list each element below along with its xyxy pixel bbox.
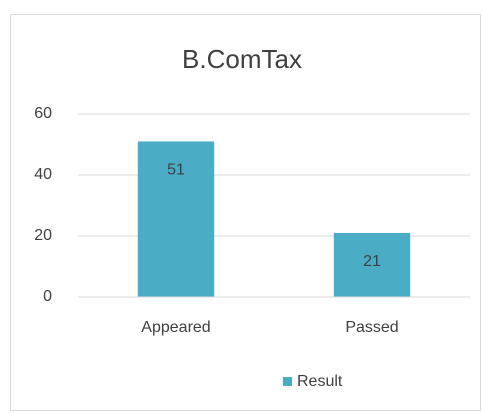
y-tick-label: 40 [34, 166, 52, 183]
y-tick-label: 0 [43, 288, 52, 305]
data-label: 51 [167, 162, 185, 179]
legend-label: Result [297, 373, 343, 390]
bar [333, 232, 411, 297]
chart-title: B.ComTax [182, 44, 302, 74]
x-tick-label: Appeared [141, 319, 210, 336]
y-tick-label: 60 [34, 105, 52, 122]
legend-swatch [283, 377, 292, 386]
bar [137, 141, 215, 297]
x-tick-label: Passed [345, 319, 398, 336]
y-tick-label: 20 [34, 227, 52, 244]
data-label: 21 [363, 253, 381, 270]
chart-border [10, 14, 481, 411]
